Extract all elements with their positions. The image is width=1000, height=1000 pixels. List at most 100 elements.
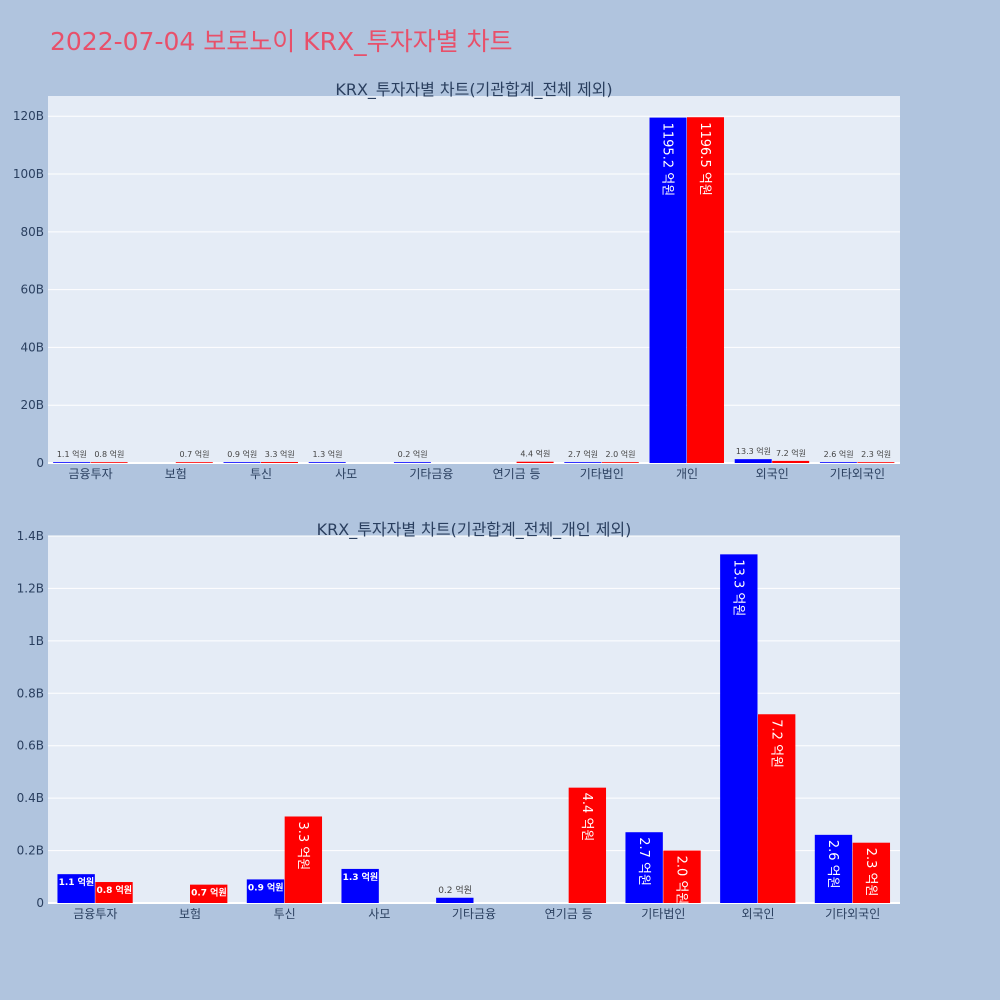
x-tick-label: 기타외국인: [825, 907, 880, 921]
bar: [734, 459, 772, 463]
bar: [284, 816, 323, 903]
bar: [90, 462, 128, 463]
data-label: 4.4 억원: [520, 449, 550, 459]
bar: [95, 882, 133, 903]
x-tick-label: 기타법인: [641, 907, 685, 921]
bar: [190, 884, 228, 903]
bar: [57, 874, 95, 903]
y-tick-label: 0.6B: [17, 739, 44, 753]
bar: [261, 462, 298, 463]
bar: [819, 462, 857, 463]
data-label: 1.1 억원: [59, 876, 95, 888]
data-label: 2.6 억원: [825, 840, 840, 889]
data-label: 0.7 억원: [191, 887, 227, 899]
bar: [625, 832, 663, 903]
data-label: 1.1 억원: [57, 449, 87, 459]
bar: [687, 117, 724, 464]
y-tick-label: 120B: [13, 109, 44, 123]
data-label: 13.3 억원: [736, 446, 771, 456]
bar: [852, 842, 891, 903]
x-tick-label: 금융투자: [73, 907, 117, 921]
y-tick-label: 0.2B: [17, 844, 44, 858]
y-tick-label: 80B: [20, 225, 44, 239]
x-tick-label: 연기금 등: [545, 907, 593, 921]
data-label: 2.7 억원: [568, 449, 598, 459]
x-tick-label: 보험: [165, 467, 187, 481]
bar: [720, 554, 758, 903]
bar: [175, 462, 213, 463]
data-label: 2.7 억원: [636, 837, 651, 886]
data-label: 1195.2 억원: [660, 123, 675, 197]
data-label: 2.6 억원: [824, 449, 854, 459]
y-tick-label: 0: [36, 896, 44, 910]
data-label: 0.2 억원: [398, 449, 428, 459]
x-tick-label: 투신: [250, 467, 272, 481]
bar: [246, 879, 285, 903]
x-tick-label: 외국인: [756, 467, 789, 481]
x-tick-label: 연기금 등: [493, 467, 541, 481]
bar: [393, 462, 431, 463]
x-tick-label: 투신: [274, 907, 296, 921]
bar: [564, 462, 602, 463]
y-tick-label: 0: [36, 456, 44, 470]
data-label: 2.3 억원: [863, 848, 878, 897]
chart-title: KRX_투자자별 차트(기관합계_전체_개인 제외): [317, 520, 632, 540]
bar: [223, 462, 261, 463]
y-tick-label: 20B: [20, 398, 44, 412]
y-tick-label: 1B: [28, 634, 44, 648]
x-tick-label: 개인: [676, 467, 698, 481]
data-label: 4.4 억원: [579, 793, 594, 842]
x-tick-label: 보험: [179, 907, 201, 921]
bar: [857, 462, 895, 463]
data-label: 1196.5 억원: [697, 122, 712, 196]
data-label: 0.2 억원: [438, 884, 472, 896]
data-label: 13.3 억원: [731, 559, 746, 616]
bar: [601, 462, 639, 463]
x-tick-label: 기타금융: [452, 907, 496, 921]
data-label: 2.0 억원: [606, 449, 636, 459]
data-label: 2.3 억원: [861, 449, 891, 459]
y-tick-label: 1.2B: [17, 581, 44, 595]
data-label: 0.7 억원: [180, 449, 210, 459]
bar: [663, 850, 701, 903]
data-label: 0.9 억원: [248, 881, 284, 893]
data-label: 7.2 억원: [776, 448, 806, 458]
data-label: 3.3 억원: [265, 449, 295, 459]
y-tick-label: 0.4B: [17, 791, 44, 805]
bar: [516, 461, 554, 463]
x-tick-label: 기타법인: [580, 467, 624, 481]
chart-bottom: 0 0.2B 0.4B 0.6B 0.8B 1B 1.2B 1.4B 금융투자 1.1 억원0.8…: [17, 520, 900, 921]
plot-area: [48, 96, 900, 463]
bar: [568, 787, 607, 903]
data-label: 1.3 억원: [343, 871, 379, 883]
bar: [772, 460, 810, 463]
bar: [308, 462, 346, 463]
x-tick-label: 기타외국인: [830, 467, 885, 481]
bar: [53, 462, 91, 463]
y-tick-label: 100B: [13, 167, 44, 181]
x-tick-label: 외국인: [741, 907, 774, 921]
bar: [341, 868, 379, 903]
data-label: 7.2 억원: [768, 719, 783, 768]
page-title: 2022-07-04 보로노이 KRX_투자자별 차트: [50, 27, 513, 56]
x-tick-label: 기타금융: [409, 467, 453, 481]
chart-title: KRX_투자자별 차트(기관합계_전체 제외): [335, 80, 612, 100]
data-label: 3.3 억원: [295, 821, 310, 870]
y-tick-label: 1.4B: [17, 529, 44, 543]
data-label: 0.8 억원: [96, 884, 132, 896]
data-label: 1.3 억원: [312, 449, 342, 459]
data-label: 2.0 억원: [674, 856, 689, 905]
bar: [436, 897, 474, 903]
x-tick-label: 사모: [335, 467, 357, 481]
data-label: 0.9 억원: [227, 449, 257, 459]
bar: [649, 117, 687, 464]
y-tick-label: 60B: [20, 283, 44, 297]
data-label: 0.8 억원: [94, 449, 124, 459]
y-tick-label: 40B: [20, 340, 44, 354]
bar: [814, 834, 853, 903]
x-tick-label: 사모: [368, 907, 390, 921]
x-tick-label: 금융투자: [69, 467, 113, 481]
bar: [758, 714, 796, 903]
y-tick-label: 0.8B: [17, 686, 44, 700]
